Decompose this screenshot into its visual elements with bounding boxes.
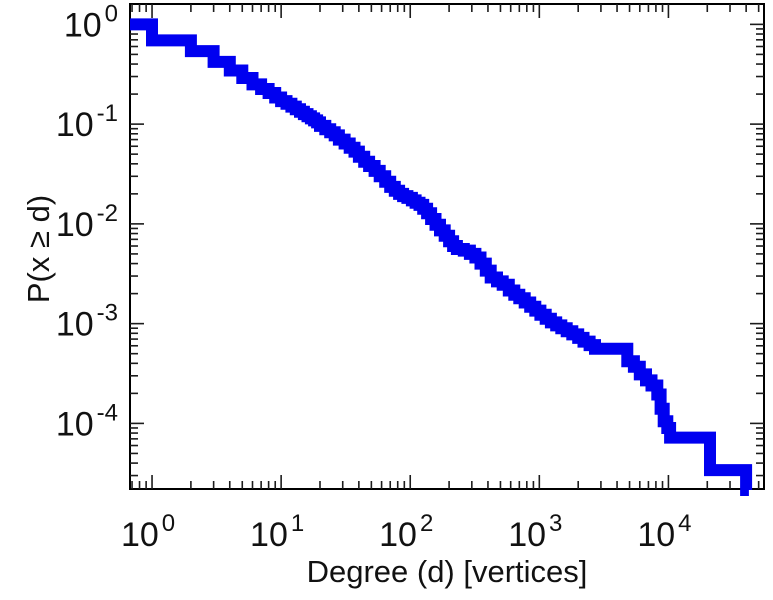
y-axis-title: P(x ≥ d) <box>21 194 56 304</box>
tick-marks <box>130 4 764 489</box>
x-tick-label: 10 0 <box>121 510 175 554</box>
x-tick-label: 10 2 <box>379 510 433 554</box>
x-axis-title: Degree (d) [vertices] <box>306 554 588 589</box>
y-tick-label: 10 -1 <box>56 100 118 144</box>
x-tick-label: 10 1 <box>250 510 304 554</box>
x-tick-label: 10 4 <box>637 510 691 554</box>
ccdf-step-curve <box>130 18 753 496</box>
y-tick-label: 10 -3 <box>56 300 118 344</box>
x-tick-label: 10 3 <box>508 510 562 554</box>
y-tick-label: 10 0 <box>64 0 118 44</box>
y-tick-label: 10 -2 <box>56 200 118 244</box>
y-tick-label: 10 -4 <box>56 399 118 443</box>
